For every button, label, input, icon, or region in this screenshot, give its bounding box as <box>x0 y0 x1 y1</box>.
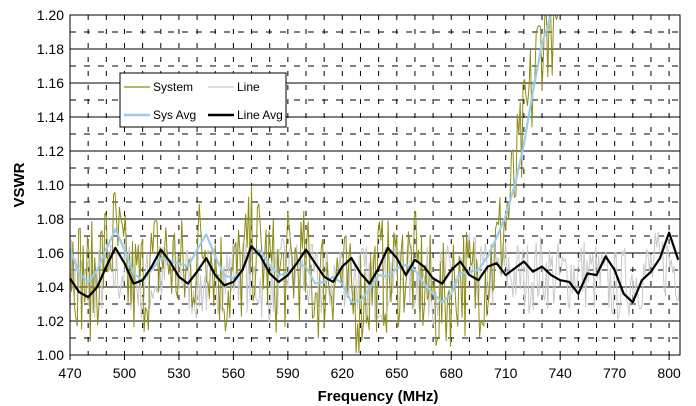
y-tick-label: 1.06 <box>37 245 64 261</box>
y-tick-label: 1.02 <box>37 313 64 329</box>
legend-label-sys-avg: Sys Avg <box>153 108 196 122</box>
y-axis-title: VSWR <box>11 162 28 207</box>
legend-label-line-avg: Line Avg <box>237 108 283 122</box>
x-tick-label: 470 <box>58 365 82 381</box>
series-line-avg-line <box>69 231 680 304</box>
legend: System Line Sys Avg Line Avg <box>119 72 287 128</box>
y-tick-label: 1.12 <box>37 143 64 159</box>
x-tick-label: 740 <box>548 365 572 381</box>
x-tick-label: 560 <box>222 365 246 381</box>
x-axis-title: Frequency (MHz) <box>318 388 439 405</box>
legend-box <box>119 72 287 128</box>
x-tick-label: 650 <box>385 365 409 381</box>
plot-frame <box>69 14 681 356</box>
legend-label-system: System <box>153 80 193 94</box>
x-tick-label: 800 <box>657 365 681 381</box>
series-layer <box>68 14 681 354</box>
x-tick-label: 680 <box>440 365 464 381</box>
x-tick-label: 710 <box>494 365 518 381</box>
x-tick-label: 530 <box>167 365 191 381</box>
y-tick-label: 1.16 <box>37 75 64 91</box>
axes: 1.00 1.02 1.04 1.06 1.08 1.10 1.12 1.14 1.16 1.18… <box>37 7 681 381</box>
x-tick-label: 620 <box>331 365 355 381</box>
y-tick-label: 1.04 <box>37 279 64 295</box>
y-tick-label: 1.14 <box>37 109 64 125</box>
x-tick-label: 590 <box>276 365 300 381</box>
y-tick-label: 1.08 <box>37 211 64 227</box>
y-tick-label: 1.10 <box>37 177 64 193</box>
legend-label-line: Line <box>237 80 260 94</box>
series-sys-avg-line <box>68 14 553 304</box>
y-tick-label: 1.20 <box>37 7 64 23</box>
series-line-line <box>69 231 681 325</box>
y-tick-label: 1.18 <box>37 41 64 57</box>
x-tick-label: 770 <box>603 365 627 381</box>
x-tick-label: 500 <box>113 365 137 381</box>
y-tick-label: 1.00 <box>37 347 64 363</box>
